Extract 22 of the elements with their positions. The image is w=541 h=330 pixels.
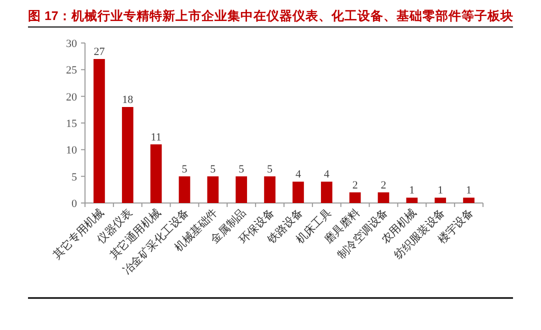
y-tick-label: 0 [72, 198, 78, 210]
data-label: 1 [438, 184, 444, 197]
y-tick-label: 30 [66, 38, 78, 50]
data-label: 18 [122, 94, 134, 106]
y-tick-label: 5 [72, 171, 78, 184]
data-label: 27 [94, 46, 106, 58]
y-tick-label: 25 [66, 64, 78, 77]
data-label: 5 [238, 163, 245, 176]
y-tick-label: 10 [66, 144, 78, 157]
data-label: 11 [150, 131, 162, 144]
y-tick-label: 15 [66, 118, 78, 130]
data-label: 4 [324, 168, 330, 181]
data-label: 4 [295, 168, 302, 181]
data-label: 5 [210, 163, 216, 176]
data-label: 5 [182, 163, 188, 176]
title: 图 17：机械行业专精特新上市企业集中在仪器仪表、化工设备、基础零部件等子板块 [28, 9, 514, 23]
y-tick-label: 20 [66, 91, 78, 104]
data-label: 1 [409, 184, 415, 197]
data-label: 2 [380, 179, 386, 192]
data-label: 1 [466, 184, 472, 197]
data-label: 2 [352, 179, 358, 192]
data-label: 5 [267, 163, 274, 176]
